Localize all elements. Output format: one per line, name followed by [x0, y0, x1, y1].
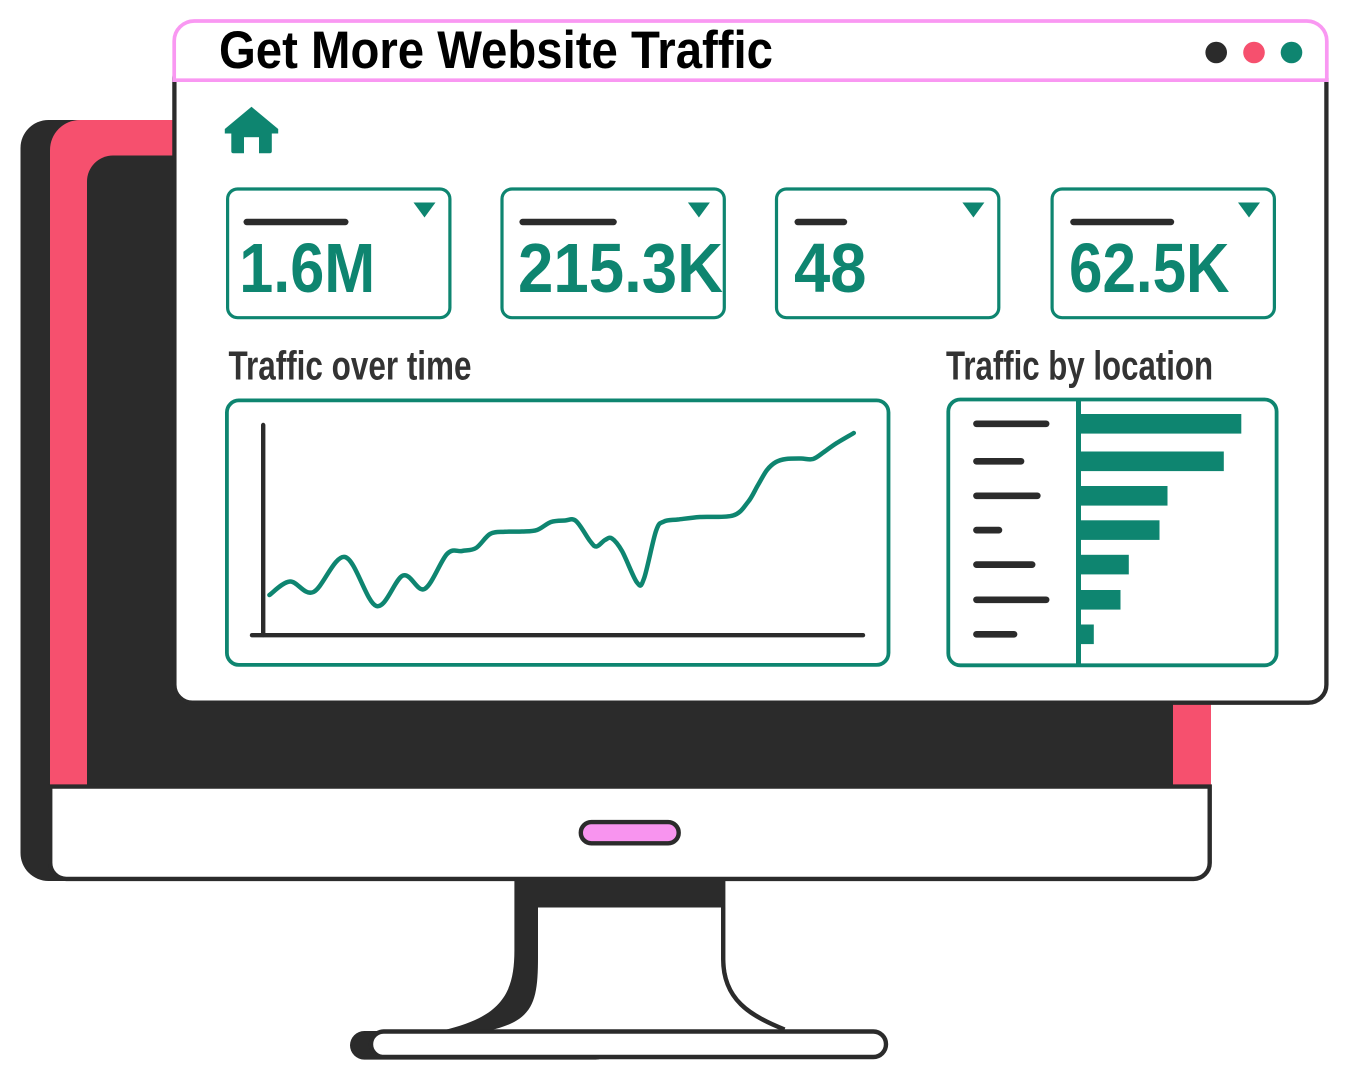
svg-text:215.3K: 215.3K: [518, 229, 723, 307]
svg-text:48: 48: [794, 229, 867, 307]
svg-text:62.5K: 62.5K: [1069, 229, 1230, 307]
svg-text:1.6M: 1.6M: [239, 229, 375, 307]
svg-text:Get More Website Traffic: Get More Website Traffic: [219, 21, 773, 80]
svg-text:Traffic by location: Traffic by location: [946, 343, 1213, 389]
svg-text:Traffic over time: Traffic over time: [229, 343, 472, 389]
